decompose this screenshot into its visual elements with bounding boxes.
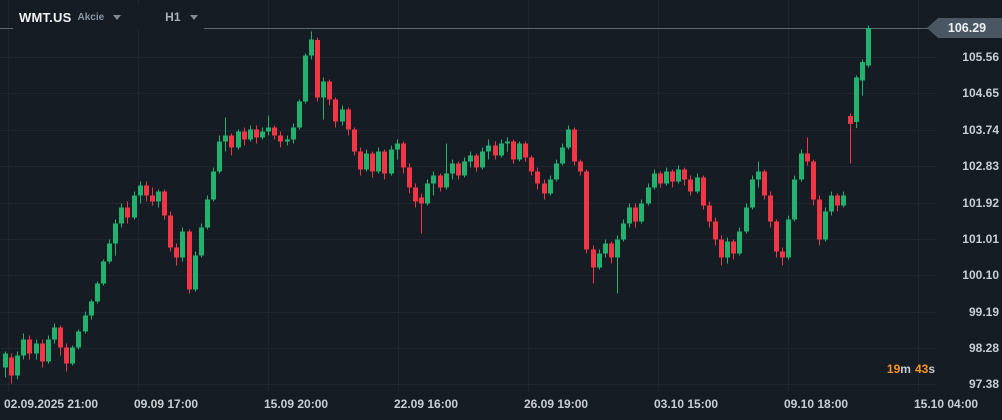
countdown-minutes-unit: m: [900, 362, 911, 376]
time-axis-label: 09.09 17:00: [134, 397, 199, 411]
time-axis-label: 02.09.2025 21:00: [4, 397, 99, 411]
price-axis-label: 97.38: [968, 377, 999, 392]
current-price-value: 106.29: [938, 17, 1002, 38]
symbol-chevron-down-icon[interactable]: [113, 14, 122, 20]
time-axis-label: 15.09 20:00: [264, 397, 329, 411]
time-axis-label: 26.09 19:00: [524, 397, 589, 411]
time-axis-label: 03.10 15:00: [654, 397, 719, 411]
current-price-tag: 106.29: [927, 17, 1002, 38]
price-axis-label: 105.56: [962, 50, 999, 64]
countdown-minutes: 19: [886, 362, 901, 376]
time-axis-label: 09.10 18:00: [784, 397, 849, 411]
symbol-selector[interactable]: WMT.US: [19, 9, 72, 25]
timeframe-chevron-down-icon[interactable]: [189, 14, 198, 20]
countdown-seconds-unit: s: [928, 362, 935, 376]
countdown-seconds: 43: [914, 362, 929, 376]
time-axis-label: 22.09 16:00: [394, 397, 459, 411]
time-axis-label: 15.10 04:00: [914, 397, 979, 411]
price-tag-arrow-icon: [927, 17, 938, 38]
price-axis-label: 101.01: [962, 232, 999, 246]
price-axis-label: 98.28: [968, 341, 999, 356]
timeframe-selector[interactable]: H1: [165, 10, 181, 24]
instrument-type-label: Akcie: [77, 11, 105, 23]
candle-countdown-timer: 19m 43s: [887, 362, 935, 376]
price-axis-label: 103.74: [962, 122, 999, 137]
price-axis-label: 102.83: [962, 159, 999, 174]
chart-header: WMT.US Akcie H1: [13, 5, 204, 29]
price-axis-label: 100.10: [962, 268, 999, 283]
price-axis-label: 101.92: [962, 195, 999, 210]
price-axis-label: 104.65: [962, 86, 999, 101]
price-axis-label: 99.19: [968, 304, 999, 319]
